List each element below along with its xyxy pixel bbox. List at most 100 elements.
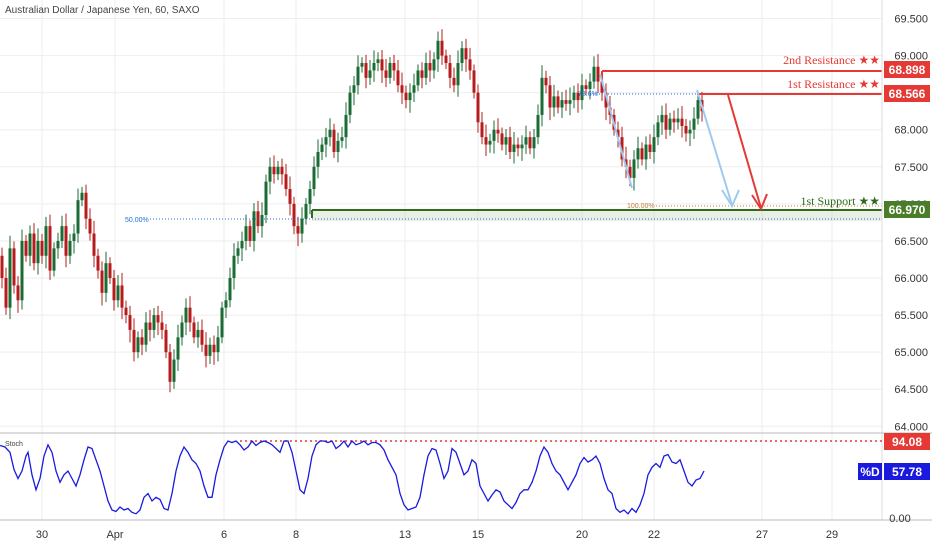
candle-down [332,129,336,152]
candle-down [584,85,588,89]
svg-text:%D: %D [860,465,880,479]
candle-up [488,140,492,145]
x-tick-label: 20 [576,529,588,541]
stoch-level-tag: 94.08 [884,433,930,450]
svg-text:68.898: 68.898 [889,63,926,77]
x-tick-label: Apr [106,529,123,541]
candle-up [28,233,32,256]
candle-up [276,166,280,175]
candle-down [464,48,468,60]
y-tick-label: 65.500 [894,310,928,322]
x-tick-label: 6 [221,529,227,541]
candle-up [300,218,304,234]
candle-up [180,322,184,338]
candle-up [368,70,372,78]
candle-up [144,322,148,345]
candle-down [280,166,284,175]
candle-down [500,133,504,145]
candle-down [640,148,644,160]
candle-down [620,137,624,160]
candle-up [652,137,656,152]
candle-up [72,233,76,241]
candle-up [60,226,64,241]
fib-78-label: 78.6% [578,91,598,98]
candle-down [604,92,608,108]
candle-up [536,114,540,138]
candle-up [304,203,308,219]
candle-up [208,344,212,356]
grid-lines [0,0,882,520]
candle-down [64,226,68,256]
y-tick-label: 65.000 [894,347,928,359]
candle-up [592,66,596,82]
candle-down [544,77,548,86]
candle-down [384,70,388,78]
candle-down [364,63,368,78]
candle-down [440,40,444,56]
candle-down [100,270,104,293]
chart-title: Australian Dollar / Japanese Yen, 60, SA… [5,5,200,16]
candle-up [220,307,224,338]
y-tick-label: 69.500 [894,14,928,26]
x-tick-label: 15 [472,529,484,541]
candle-up [416,70,420,86]
candle-up [80,192,84,201]
y-tick-label: 64.500 [894,384,928,396]
x-tick-label: 22 [648,529,660,541]
candle-up [240,240,244,249]
candle-up [660,114,664,123]
candle-up [388,63,392,78]
candle-down [32,233,36,264]
candle-up [436,40,440,60]
candle-down [96,255,100,271]
svg-text:94.08: 94.08 [892,435,922,449]
candle-up [236,248,240,256]
candle-up [116,285,120,301]
candle-up [264,181,268,215]
y-tick-label: 66.000 [894,273,928,285]
candle-down [628,166,632,178]
candle-down [596,66,600,82]
x-tick-label: 30 [36,529,48,541]
support1-label: 1st Support ★★ [800,194,880,208]
resistance1-label: 1st Resistance ★★ [787,77,880,91]
blue-forecast-arrowhead [721,189,740,209]
candle-down [112,278,116,301]
candle-down [600,81,604,93]
candle-down [84,192,88,219]
candle-up [372,63,376,71]
candle-up [668,118,672,130]
candle-up [552,96,556,108]
candle-up [244,226,248,241]
candle-up [456,63,460,86]
y-tick-label: 69.000 [894,51,928,63]
candle-down [452,77,456,86]
level-lines [150,70,882,220]
candle-up [632,159,636,178]
candle-down [164,329,168,353]
candle-up [692,118,696,130]
resistance2-tag: 68.898 [884,61,930,78]
candle-up [308,189,312,204]
candle-down [204,344,208,356]
candle-up [328,129,332,138]
candle-down [284,174,288,190]
candle-down [448,63,452,78]
fib-100-label: 100.00% [627,203,655,210]
candle-up [696,100,700,119]
candle-up [580,85,584,101]
candle-down [168,352,172,382]
candle-down [392,63,396,71]
candle-up [432,59,436,71]
svg-text:66.970: 66.970 [889,203,926,217]
candle-up [224,300,228,308]
time-axis[interactable]: 30 Apr 6 8 13 15 20 22 27 29 [36,529,838,541]
candle-up [56,240,60,249]
candle-up [340,137,344,141]
candle-down [160,322,164,330]
candle-down [472,70,476,93]
candle-up [76,200,80,234]
candle-down [248,226,252,241]
candle-down [684,126,688,134]
